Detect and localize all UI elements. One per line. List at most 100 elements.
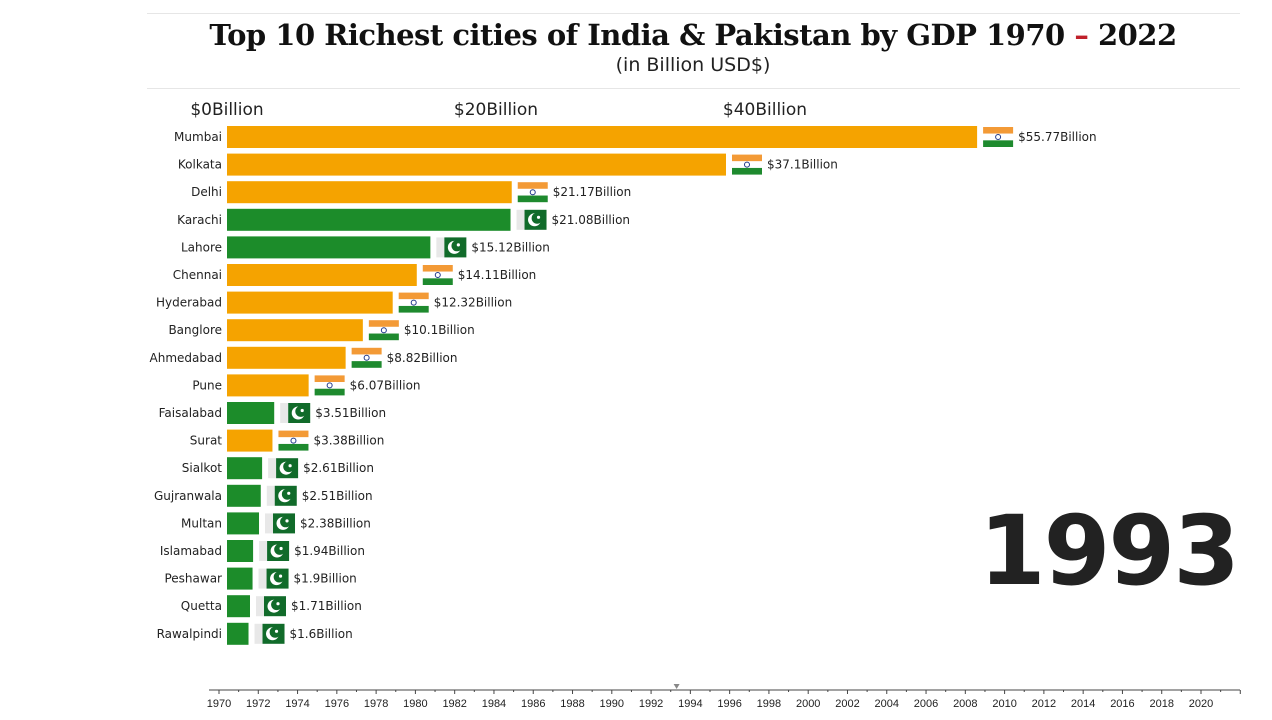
city-label: Ahmedabad: [150, 351, 222, 365]
timeline-label: 2012: [1032, 698, 1056, 710]
timeline-label: 1978: [364, 698, 388, 710]
timeline-label: 1986: [521, 698, 545, 710]
timeline-label: 1974: [285, 698, 309, 710]
india-flag-white: [314, 382, 345, 389]
star-icon: [285, 519, 289, 523]
bar-mumbai: [227, 126, 978, 148]
bar-pune: [227, 374, 309, 397]
india-flag-white: [422, 271, 453, 279]
bar-banglore: [227, 319, 363, 342]
crescent-cut: [295, 405, 307, 417]
pakistan-flag-white-band: [265, 513, 274, 534]
pakistan-flag-white-band: [436, 237, 445, 258]
value-label: $15.12Billion: [471, 240, 550, 254]
city-label: Karachi: [177, 213, 222, 227]
ashoka-chakra-icon: [434, 272, 441, 278]
crescent-cut: [274, 543, 286, 555]
top-divider: [147, 13, 1240, 14]
timeline-label: 1970: [207, 698, 231, 710]
india-flag-green: [368, 333, 399, 341]
ashoka-chakra-icon: [410, 299, 417, 306]
timeline-label: 2014: [1071, 698, 1095, 710]
timeline-label: 1980: [403, 698, 427, 710]
timeline-label: 2018: [1149, 698, 1173, 710]
bar-islamabad: [227, 540, 254, 562]
pakistan-flag-white-band: [280, 403, 289, 423]
bar-chennai: [227, 264, 417, 286]
india-flag-green: [422, 278, 453, 285]
timeline-marker-icon[interactable]: [673, 684, 680, 689]
timeline-label: 2006: [914, 698, 938, 710]
pakistan-flag-white-band: [516, 209, 525, 230]
ashoka-chakra-icon: [743, 161, 750, 168]
star-icon: [536, 215, 541, 219]
timeline-label: 1998: [757, 698, 781, 710]
city-label: Gujranwala: [154, 489, 222, 503]
india-flag-icon: [517, 182, 548, 189]
india-flag-green: [314, 388, 345, 396]
pakistan-flag-white-band: [255, 596, 264, 617]
india-flag-icon: [422, 265, 453, 272]
india-flag-white: [351, 354, 382, 362]
value-label: $1.9Billion: [294, 572, 357, 586]
pakistan-flag-white-band: [258, 568, 267, 589]
india-flag-icon: [368, 320, 399, 327]
city-label: Faisalabad: [159, 406, 222, 420]
timeline-label: 1994: [678, 698, 702, 710]
bar-surat: [227, 429, 273, 452]
india-flag-green: [517, 195, 548, 203]
timeline-label: 1996: [717, 698, 741, 710]
india-flag-icon: [314, 375, 345, 383]
bar-faisalabad: [227, 402, 275, 424]
city-label: Banglore: [168, 323, 222, 337]
value-label: $55.77Billion: [1018, 130, 1097, 144]
value-label: $12.32Billion: [434, 296, 513, 310]
value-label: $2.51Billion: [302, 489, 373, 503]
star-icon: [278, 574, 283, 578]
city-label: Hyderabad: [156, 296, 222, 310]
value-label: $37.1Billion: [767, 158, 838, 172]
value-label: $1.71Billion: [291, 599, 362, 613]
value-label: $14.11Billion: [458, 268, 537, 282]
city-label: Multan: [181, 516, 222, 530]
value-label: $10.1Billion: [404, 323, 475, 337]
timeline-label: 2010: [992, 698, 1016, 710]
header-divider: [147, 88, 1240, 89]
city-label: Surat: [190, 434, 223, 448]
city-label: Pune: [192, 378, 222, 392]
city-label: Kolkata: [178, 158, 222, 172]
timeline-label: 1972: [246, 698, 270, 710]
city-label: Sialkot: [182, 461, 223, 475]
ashoka-chakra-icon: [380, 327, 387, 334]
bar-quetta: [227, 595, 250, 618]
chart-subtitle: (in Billion USD$): [615, 54, 771, 76]
pakistan-flag-white-band: [254, 623, 263, 644]
value-label: $6.07Billion: [350, 378, 421, 392]
ashoka-chakra-icon: [290, 437, 297, 444]
timeline-label: 1982: [442, 698, 466, 710]
ashoka-chakra-icon: [529, 189, 536, 196]
ashoka-chakra-icon: [995, 134, 1002, 140]
value-label: $1.6Billion: [290, 627, 353, 641]
city-label: Delhi: [191, 185, 222, 199]
crescent-cut: [280, 516, 292, 528]
star-icon: [456, 243, 460, 247]
india-flag-icon: [731, 154, 762, 162]
ashoka-chakra-icon: [363, 354, 370, 361]
city-label: Quetta: [181, 599, 222, 613]
x-tick-label: $0Billion: [190, 100, 263, 120]
india-flag-green: [351, 361, 382, 368]
current-year-label: 1993: [978, 495, 1240, 607]
x-tick-label: $20Billion: [454, 100, 538, 120]
timeline-label: 2008: [953, 698, 977, 710]
value-label: $3.38Billion: [313, 434, 384, 448]
bar-multan: [227, 512, 260, 535]
bar-karachi: [227, 208, 511, 231]
pakistan-flag-white-band: [259, 541, 268, 561]
star-icon: [274, 629, 279, 633]
value-label: $1.94Billion: [294, 544, 365, 558]
timeline-label: 2020: [1189, 698, 1213, 710]
crescent-cut: [273, 571, 285, 583]
india-flag-white: [731, 161, 762, 168]
city-label: Lahore: [181, 240, 222, 254]
